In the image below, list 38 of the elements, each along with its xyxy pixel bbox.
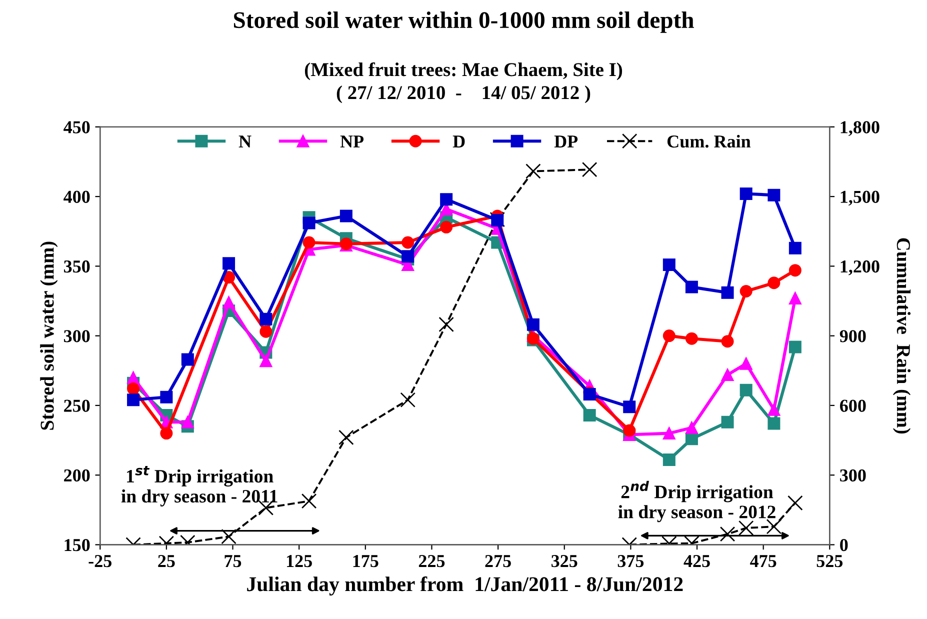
x-axis-title: Julian day number from 1/Jan/2011 - 8/Jun/2012 <box>247 576 683 596</box>
x-tick-label: 425 <box>684 555 710 568</box>
legend-label: N <box>238 136 252 148</box>
legend-label: NP <box>340 136 364 148</box>
chart-subtitle: (Mixed fruit trees: Mae Chaem, Site I) ( 27/ 12/ 2010 - 14/ 05/ 2012 ) <box>304 62 622 104</box>
y2-tick-label: 1,500 <box>840 190 880 206</box>
x-tick-label: 125 <box>286 555 312 568</box>
y-tick-label: 350 <box>64 260 90 273</box>
y-tick-label: 400 <box>64 190 90 203</box>
x-tick-label: 75 <box>224 555 242 568</box>
y2-tick-label: 0 <box>840 538 848 552</box>
legend-label: DP <box>554 136 578 148</box>
annotation: 1$^{st}$ Drip irrigation in dry season - 2011 <box>121 466 278 506</box>
x-tick-label: 225 <box>418 555 445 568</box>
x-tick-label: 275 <box>485 555 511 568</box>
y-tick-label: 300 <box>64 330 90 342</box>
x-tick-label: 325 <box>552 555 578 568</box>
legend-label: Cum. Rain <box>667 134 751 148</box>
legend-label: D <box>452 136 465 148</box>
x-tick-label: 25 <box>158 555 175 568</box>
y-tick-label: 200 <box>64 469 90 482</box>
y2-tick-label: 1,200 <box>840 260 880 276</box>
x-tick-label: 175 <box>353 555 378 568</box>
y2-axis-title: Cumulative Rain (mm) <box>892 238 911 434</box>
y-tick-label: 450 <box>64 121 90 134</box>
y2-tick-label: 1,800 <box>840 121 880 136</box>
annotation: 2$^{nd}$ Drip irrigation in dry season - 2012 <box>618 480 776 522</box>
y-tick-label: 250 <box>64 400 90 412</box>
x-tick-label: 475 <box>750 555 776 568</box>
y2-tick-label: 900 <box>840 330 866 342</box>
y2-tick-label: 600 <box>840 400 866 412</box>
y-tick-label: 150 <box>64 538 90 552</box>
x-tick-label: 525 <box>816 555 843 568</box>
x-tick-label: -25 <box>88 555 112 568</box>
y-axis-title: Stored soil water (mm) <box>40 242 58 430</box>
y2-tick-label: 300 <box>840 469 866 482</box>
x-tick-label: 375 <box>618 555 644 568</box>
chart-title: Stored soil water within 0-1000 mm soil depth <box>234 11 694 33</box>
